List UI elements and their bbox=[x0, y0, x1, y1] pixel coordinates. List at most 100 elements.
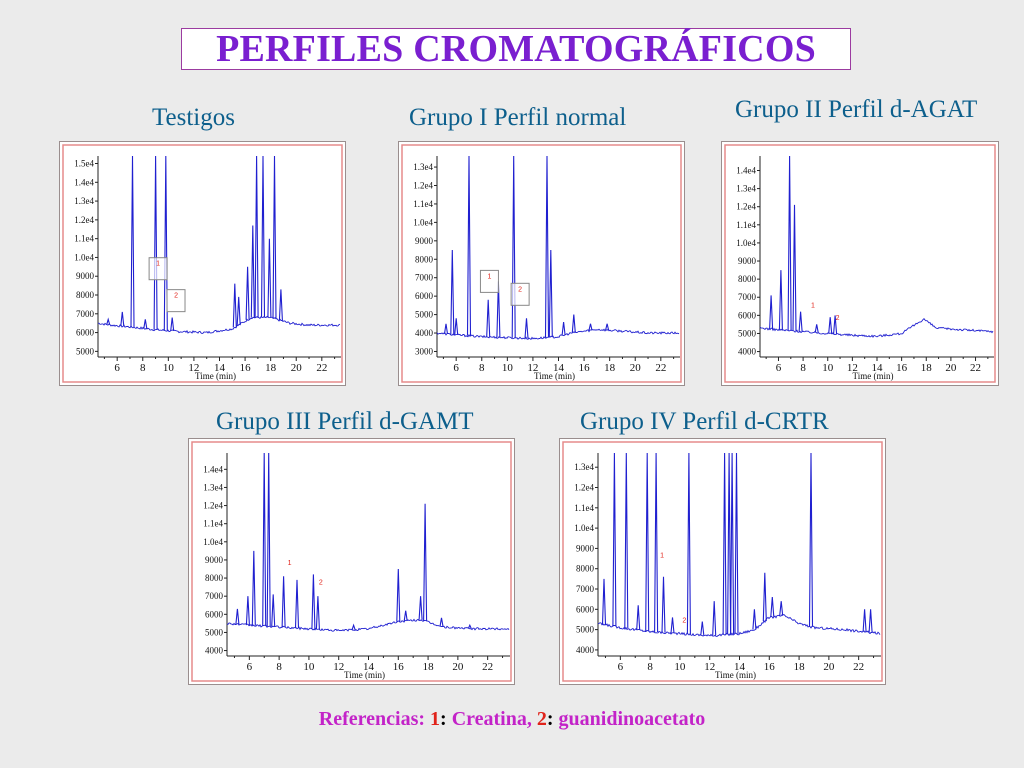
panel-frame bbox=[724, 144, 996, 383]
marker-label: 2 bbox=[836, 315, 840, 322]
x-tick-label: 20 bbox=[452, 661, 464, 673]
chromatogram-peak bbox=[106, 317, 111, 325]
chromatogram-peak bbox=[636, 605, 641, 631]
chromatogram-peak bbox=[833, 315, 838, 335]
chart-title-grupo-iv: Grupo IV Perfil d-CRTR bbox=[580, 408, 829, 435]
y-tick-label: 5000 bbox=[738, 328, 757, 338]
marker-label: 1 bbox=[156, 261, 160, 268]
y-tick-label: 5000 bbox=[205, 627, 224, 637]
y-tick-label: 8000 bbox=[738, 274, 757, 284]
reference-name-guanidinoacetato: guanidinoacetato bbox=[558, 708, 706, 730]
x-tick-label: 14 bbox=[363, 661, 375, 673]
chromatogram-peak bbox=[250, 225, 255, 318]
y-tick-label: 6000 bbox=[415, 291, 434, 301]
chromatogram-peak bbox=[645, 452, 650, 632]
title-box: PERFILES CROMATOGRÁFICOS bbox=[181, 28, 851, 70]
x-tick-label: 6 bbox=[453, 362, 459, 374]
marker-label: 2 bbox=[319, 580, 323, 587]
y-tick-label: 9000 bbox=[576, 543, 595, 553]
chromatogram-peak bbox=[779, 601, 784, 616]
x-tick-label: 20 bbox=[823, 661, 835, 673]
references-legend: Referencias: 1: Creatina, 2: guanidinoac… bbox=[0, 708, 1024, 731]
chromatogram-peak bbox=[439, 617, 444, 627]
chromatogram-peak bbox=[236, 296, 241, 326]
x-tick-label: 16 bbox=[240, 362, 252, 374]
chromatogram-peak bbox=[727, 452, 732, 635]
y-tick-label: 1.1e4 bbox=[413, 199, 433, 209]
y-tick-label: 1.2e4 bbox=[74, 215, 94, 225]
chromatogram-peak bbox=[403, 610, 408, 622]
x-tick-label: 6 bbox=[618, 661, 624, 673]
y-tick-label: 9000 bbox=[415, 236, 434, 246]
x-tick-label: 12 bbox=[527, 362, 538, 374]
y-tick-label: 3000 bbox=[415, 346, 434, 356]
y-tick-label: 7000 bbox=[76, 309, 95, 319]
chromatogram-peak bbox=[778, 270, 783, 331]
x-tick-label: 20 bbox=[630, 362, 642, 374]
chromatogram-grupo-iv: 4000 5000 6000 7000 8000 9000 1.0e4 1.1e4 1.2e4 1… bbox=[559, 438, 886, 685]
x-tick-label: 8 bbox=[647, 661, 653, 673]
reference-number-2: 2 bbox=[536, 708, 547, 730]
x-tick-label: 6 bbox=[247, 661, 253, 673]
x-tick-label: 16 bbox=[579, 362, 591, 374]
marker-box bbox=[479, 269, 499, 293]
chromatogram-peak bbox=[245, 596, 250, 626]
chromatogram-peak bbox=[734, 452, 739, 634]
chromatogram-grupo-i: 3000 4000 5000 6000 7000 8000 9000 1.0e4 1.1e4 1.… bbox=[398, 141, 685, 386]
marker-label: 2 bbox=[174, 293, 178, 300]
chart-svg: 4000 5000 6000 7000 8000 9000 1.0e4 1.1e4 1.2e4 1… bbox=[562, 441, 883, 682]
chromatogram-peak bbox=[311, 574, 316, 630]
chromatogram-peak bbox=[272, 155, 277, 319]
y-tick-label: 1.2e4 bbox=[736, 202, 756, 212]
chromatogram-peak bbox=[235, 608, 240, 625]
y-tick-label: 5000 bbox=[576, 625, 595, 635]
x-tick-label: 10 bbox=[502, 362, 514, 374]
y-tick-label: 4000 bbox=[415, 328, 434, 338]
chromatogram-grupo-iii: 4000 5000 6000 7000 8000 9000 1.0e4 1.1e4 1.2e4 1… bbox=[188, 438, 515, 685]
chart-svg: 3000 4000 5000 6000 7000 8000 9000 1.0e4 1.1e4 1.… bbox=[401, 144, 682, 383]
chromatogram-peak bbox=[762, 572, 767, 622]
y-tick-label: 1.3e4 bbox=[74, 196, 94, 206]
chromatogram-peak bbox=[443, 323, 449, 334]
reference-name-creatina: Creatina, bbox=[451, 708, 537, 730]
x-tick-label: 22 bbox=[853, 661, 864, 673]
y-tick-label: 6000 bbox=[76, 328, 95, 338]
y-tick-label: 1.1e4 bbox=[736, 220, 756, 230]
y-tick-label: 7000 bbox=[576, 584, 595, 594]
y-tick-label: 1.3e4 bbox=[203, 482, 223, 492]
chromatogram-baseline bbox=[98, 315, 341, 334]
chart-title-grupo-i: Grupo I Perfil normal bbox=[409, 104, 627, 131]
x-tick-label: 6 bbox=[776, 362, 782, 374]
chromatogram-peak bbox=[548, 249, 553, 338]
y-tick-label: 1.3e4 bbox=[736, 184, 756, 194]
chromatogram-peak bbox=[266, 452, 271, 627]
chart-svg: 4000 5000 6000 7000 8000 9000 1.0e4 1.1e4 1.2e4 1… bbox=[191, 441, 512, 682]
x-axis-label: Time (min) bbox=[534, 371, 575, 381]
y-tick-label: 6000 bbox=[205, 609, 224, 619]
chromatogram-baseline bbox=[597, 614, 881, 637]
chromatogram-peak bbox=[612, 452, 617, 627]
y-tick-label: 8000 bbox=[576, 564, 595, 574]
y-tick-label: 9000 bbox=[205, 555, 224, 565]
chromatogram-peak bbox=[245, 266, 250, 320]
x-tick-label: 10 bbox=[163, 362, 175, 374]
x-tick-label: 14 bbox=[553, 362, 565, 374]
marker-label: 1 bbox=[811, 302, 815, 309]
x-tick-label: 16 bbox=[764, 661, 776, 673]
chromatogram-peak bbox=[588, 323, 593, 331]
chromatogram-peak bbox=[418, 596, 423, 620]
y-tick-label: 1.4e4 bbox=[74, 177, 94, 187]
x-tick-label: 18 bbox=[921, 362, 933, 374]
y-tick-label: 7000 bbox=[738, 292, 757, 302]
chromatogram-peak bbox=[262, 452, 267, 627]
marker-box bbox=[148, 257, 168, 281]
chromatogram-peak bbox=[254, 155, 259, 318]
chromatogram-peak bbox=[271, 594, 276, 627]
y-tick-label: 1.0e4 bbox=[736, 238, 756, 248]
y-tick-label: 9000 bbox=[76, 271, 95, 281]
chromatogram-peak bbox=[315, 596, 320, 630]
chromatogram-grupo-ii: 4000 5000 6000 7000 8000 9000 1.0e4 1.1e4 1.2e4 1… bbox=[721, 141, 999, 386]
x-axis-label: Time (min) bbox=[853, 371, 894, 381]
panel-frame bbox=[191, 441, 512, 682]
x-tick-label: 10 bbox=[674, 661, 686, 673]
